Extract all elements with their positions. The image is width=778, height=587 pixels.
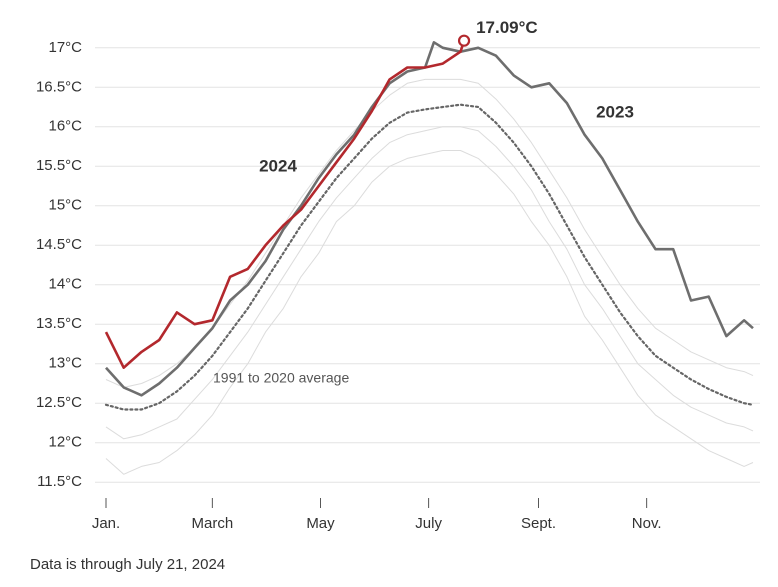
x-tick-label: July <box>415 515 442 532</box>
x-tick-label: March <box>192 515 234 532</box>
y-tick-label: 16.5°C <box>36 78 82 95</box>
x-tick-label: Nov. <box>632 515 662 532</box>
y-tick-label: 16°C <box>48 118 82 135</box>
x-tick-label: May <box>306 515 335 532</box>
series-line <box>104 103 755 411</box>
y-tick-label: 14.5°C <box>36 236 82 253</box>
y-tick-label: 15°C <box>48 197 82 214</box>
y-tick-label: 14°C <box>48 276 82 293</box>
history-line <box>105 150 754 475</box>
y-tick-label: 12°C <box>48 434 82 451</box>
peak-marker <box>457 34 471 47</box>
y-tick-label: 17°C <box>48 39 82 56</box>
series-line <box>105 41 754 397</box>
x-tick-label: Sept. <box>521 515 556 532</box>
y-tick-label: 13°C <box>48 355 82 372</box>
history-line <box>105 126 754 440</box>
y-tick-label: 11.5°C <box>37 473 82 490</box>
y-tick-label: 13.5°C <box>36 315 82 332</box>
history-line <box>105 78 754 388</box>
x-tick-label: Jan. <box>92 515 120 532</box>
y-tick-label: 12.5°C <box>36 394 82 411</box>
y-tick-label: 15.5°C <box>36 157 82 174</box>
series-label: 1991 to 2020 average <box>213 370 349 386</box>
peak-label: 17.09°C <box>476 18 538 37</box>
series-line <box>104 40 466 369</box>
footnote: Data is through July 21, 2024 <box>30 556 225 573</box>
series-label: 2024 <box>259 156 297 175</box>
series-label: 2023 <box>596 102 634 121</box>
